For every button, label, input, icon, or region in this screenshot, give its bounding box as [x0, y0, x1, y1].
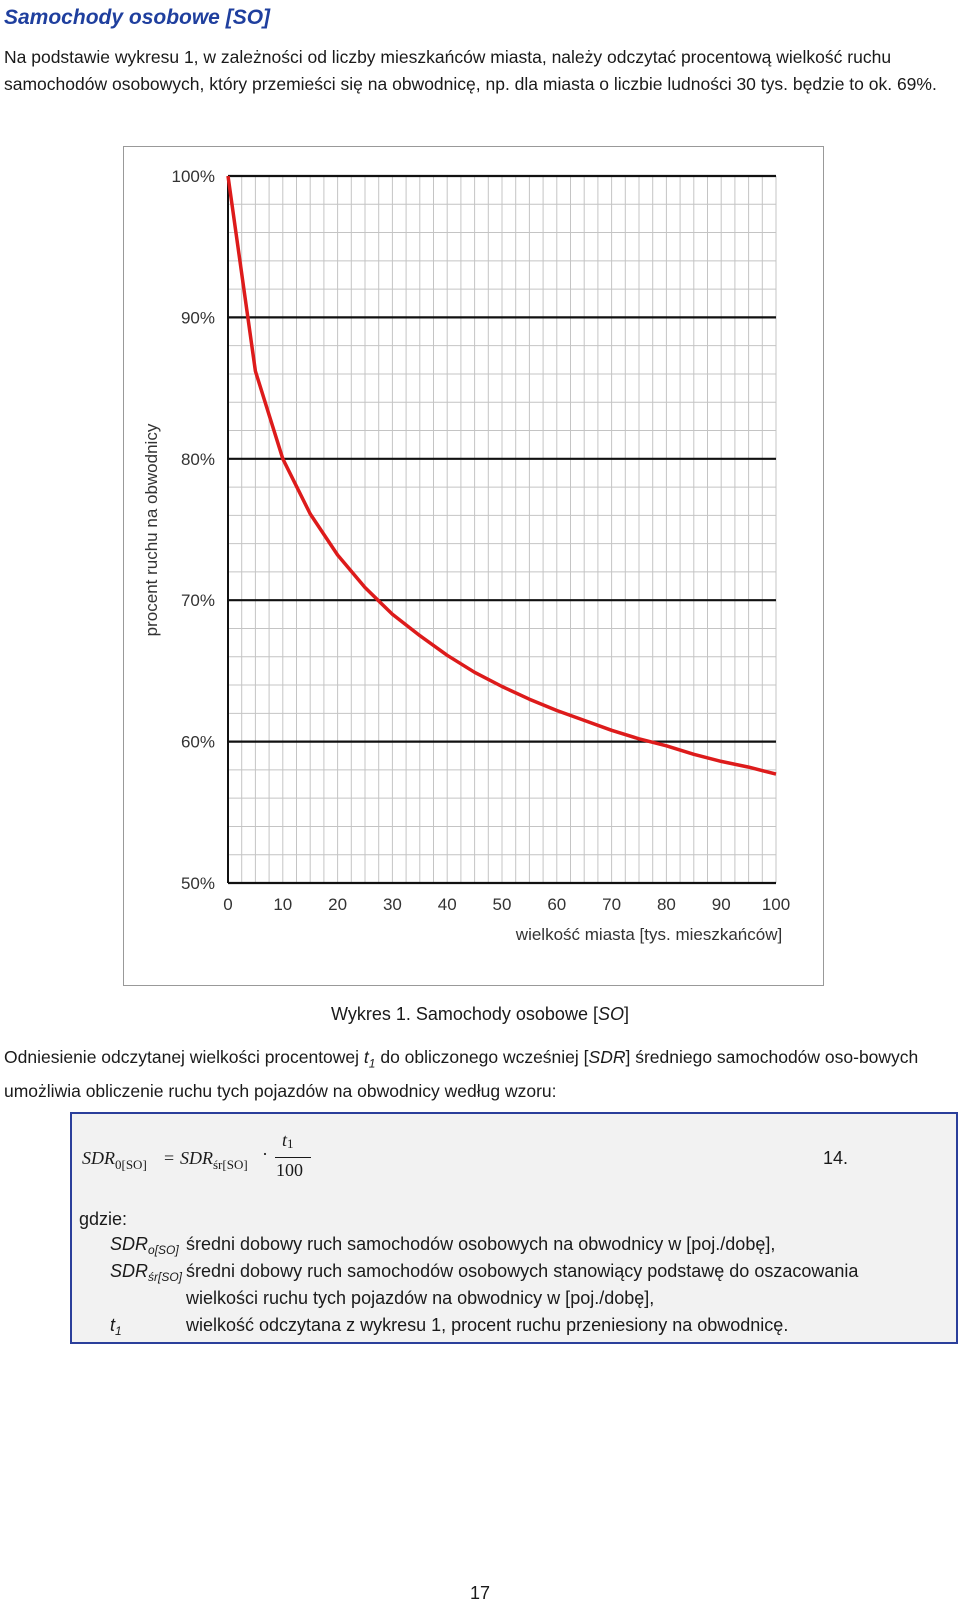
x-tick-label: 50 [493, 895, 512, 914]
y-tick-label: 80% [181, 450, 215, 469]
legend-text-1: średni dobowy ruch samochodów osobowych … [186, 1234, 776, 1254]
caption-italic: SO [597, 1004, 624, 1024]
section-heading: Samochody osobowe [SO] [4, 6, 271, 29]
x-tick-label: 80 [657, 895, 676, 914]
chart-caption: Wykres 1. Samochody osobowe [SO] [0, 1004, 960, 1025]
caption-suffix: ] [623, 1004, 629, 1024]
x-tick-label: 60 [547, 895, 566, 914]
legend-symbol-2: SDRśr[SO] [110, 1261, 183, 1284]
formula-denominator: 100 [276, 1160, 303, 1180]
x-tick-label: 10 [273, 895, 292, 914]
x-tick-label: 90 [712, 895, 731, 914]
grid-major [227, 174, 776, 885]
y-tick-label: 90% [181, 308, 215, 327]
formula-lhs: SDR0[SO] [82, 1148, 147, 1172]
x-axis-label: wielkość miasta [tys. mieszkańców] [515, 925, 782, 944]
x-tick-label: 70 [602, 895, 621, 914]
p2-t-symbol: t [363, 1047, 369, 1067]
y-tick-label: 100% [172, 167, 215, 186]
explanation-paragraph: Odniesienie odczytanej wielkości procent… [4, 1044, 952, 1105]
p2-part3: ] średniego samochodów oso-bowych umożli… [4, 1047, 919, 1101]
y-tick-label: 70% [181, 591, 215, 610]
legend-symbol-1: SDRo[SO] [110, 1234, 179, 1257]
x-tick-label: 30 [383, 895, 402, 914]
formula-box: SDR0[SO] = SDRśr[SO] · t1 100 14. gdzie:… [70, 1112, 958, 1344]
p2-t-sub: 1 [368, 1056, 376, 1071]
caption-prefix: Wykres 1. Samochody osobowe [ [331, 1004, 598, 1024]
series-line [226, 175, 777, 776]
chart-frame: 50% 60% 70% 80% 90% 100% 0 10 20 30 40 50 60 70 80 90 1… [123, 146, 824, 986]
y-tick-label: 50% [181, 874, 215, 893]
legend-symbol-4: t1 [110, 1315, 122, 1338]
x-tick-label: 40 [438, 895, 457, 914]
equation-number: 14. [823, 1148, 849, 1168]
y-tick-labels: 50% 60% 70% 80% 90% 100% [172, 167, 215, 893]
formula-rhs: SDRśr[SO] [180, 1148, 248, 1172]
x-tick-labels: 0 10 20 30 40 50 60 70 80 90 100 [223, 895, 790, 914]
x-tick-label: 20 [328, 895, 347, 914]
p2-part2: do obliczonego wcześniej [ [375, 1047, 589, 1067]
page-number: 17 [469, 1583, 491, 1603]
formula-numerator: t1 [282, 1130, 294, 1151]
legend-text-4: wielkość odczytana z wykresu 1, procent … [186, 1315, 789, 1335]
x-tick-label: 100 [762, 895, 790, 914]
p2-sdr: SDR [588, 1047, 626, 1067]
legend-label: gdzie: [79, 1209, 128, 1229]
intro-paragraph: Na podstawie wykresu 1, w zależności od … [4, 47, 937, 94]
line-chart: 50% 60% 70% 80% 90% 100% 0 10 20 30 40 50 60 70 80 90 1… [142, 167, 790, 944]
y-axis-label: procent ruchu na obwodnicy [142, 423, 161, 636]
grid-minor [227, 175, 777, 884]
fraction-line [275, 1157, 311, 1158]
legend-text-2: średni dobowy ruch samochodów osobowych … [186, 1261, 859, 1281]
formula-equals: = [164, 1148, 175, 1168]
p2-part1: Odniesienie odczytanej wielkości procent… [4, 1047, 364, 1067]
y-tick-label: 60% [181, 733, 215, 752]
x-tick-label: 0 [223, 895, 232, 914]
series-group [226, 175, 777, 776]
formula-dot: · [262, 1144, 268, 1164]
legend-text-3: wielkości ruchu tych pojazdów na obwodni… [186, 1288, 655, 1308]
